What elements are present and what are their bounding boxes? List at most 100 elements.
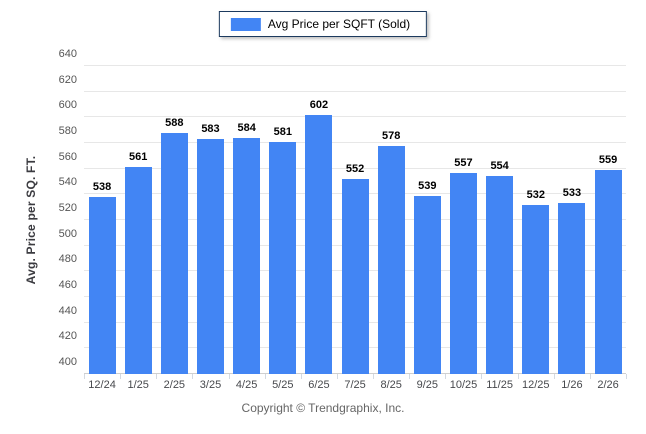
x-tick-label-10/25: 10/25 <box>449 379 478 391</box>
y-tick-label-620: 620 <box>58 73 77 86</box>
x-tick-label-2/25: 2/25 <box>163 379 186 391</box>
x-axis-tick <box>445 374 447 379</box>
bar-group-3/25: 583 <box>192 66 228 374</box>
bar-value-label: 552 <box>345 162 365 175</box>
x-tick-label-5/25: 5/25 <box>272 379 294 391</box>
y-tick-label-500: 500 <box>58 227 77 240</box>
bar-6/25[interactable] <box>305 114 333 374</box>
gridline-620 <box>84 90 626 92</box>
x-tick-label-1/26: 1/26 <box>561 379 583 391</box>
x-axis-tick <box>553 374 555 379</box>
bar-group-5/25: 581 <box>265 66 301 374</box>
x-axis-tick <box>264 374 266 379</box>
bar-11/25[interactable] <box>486 176 514 374</box>
y-tick-label-520: 520 <box>58 202 77 214</box>
bar-2/25[interactable] <box>160 132 188 374</box>
x-tick-label-7/25: 7/25 <box>344 379 366 391</box>
bar-group-4/25: 584 <box>229 66 265 374</box>
x-tick-label-11/25: 11/25 <box>486 379 513 391</box>
x-axis-tick <box>300 374 302 379</box>
bar-3/25[interactable] <box>196 139 224 374</box>
x-axis-tick <box>589 374 591 379</box>
y-tick-label-440: 440 <box>58 304 77 317</box>
x-tick-label-4/25: 4/25 <box>235 379 258 391</box>
x-axis-tick <box>626 374 627 379</box>
bar-group-7/25: 552 <box>337 66 373 374</box>
bar-12/24[interactable] <box>88 196 116 374</box>
x-tick-label-8/25: 8/25 <box>380 379 402 391</box>
y-tick-label-540: 540 <box>58 176 77 189</box>
gridline-600 <box>84 116 626 118</box>
bar-group-2/25: 588 <box>156 66 192 374</box>
bar-7/25[interactable] <box>341 178 369 374</box>
x-tick-label-12/24: 12/24 <box>88 379 116 391</box>
bar-group-10/25: 557 <box>445 66 481 374</box>
plot-area: 400 420 440 460 480 500 520 540 560 580 600 620 640 … <box>59 48 627 379</box>
x-axis-tick <box>228 374 230 379</box>
bar-group-1/25: 561 <box>120 66 156 374</box>
x-axis-tick <box>84 374 85 379</box>
bar-4/25[interactable] <box>233 137 261 374</box>
bar-value-label: 584 <box>237 121 256 134</box>
bar-value-label: 532 <box>526 188 545 201</box>
bar-group-8/25: 578 <box>373 66 409 374</box>
bar-group-9/25: 539 <box>409 66 445 374</box>
bar-group-6/25: 602 <box>301 66 337 374</box>
y-tick-label-460: 460 <box>58 279 77 291</box>
bar-value-label: 581 <box>273 125 292 138</box>
bar-value-label: 538 <box>92 180 112 193</box>
legend-swatch-icon <box>230 17 261 31</box>
x-axis-tick <box>373 374 375 379</box>
bar-group-12/25: 532 <box>518 66 554 374</box>
y-tick-label-640: 640 <box>58 48 77 60</box>
bar-1/25[interactable] <box>124 167 152 374</box>
bar-10/25[interactable] <box>449 172 477 374</box>
bar-group-1/26: 533 <box>554 66 590 374</box>
gridline-640 <box>84 65 626 66</box>
bar-2/26[interactable] <box>594 169 622 374</box>
bar-value-label: 557 <box>454 156 473 169</box>
bar-value-label: 559 <box>598 153 618 166</box>
legend: Avg Price per SQFT (Sold) <box>218 11 428 37</box>
x-tick-label-1/25: 1/25 <box>127 379 149 391</box>
bar-12/25[interactable] <box>522 204 550 374</box>
gridline-580 <box>84 142 626 143</box>
bar-group-2/26: 559 <box>590 66 626 374</box>
gridline-560 <box>84 167 626 169</box>
bar-value-label: 578 <box>382 129 401 142</box>
x-axis-tick <box>517 374 519 379</box>
bar-1/26[interactable] <box>558 203 586 374</box>
x-tick-label-2/26: 2/26 <box>597 379 619 391</box>
bar-value-label: 533 <box>562 187 582 200</box>
bar-value-label: 539 <box>418 179 437 192</box>
bar-9/25[interactable] <box>413 195 441 374</box>
bar-value-label: 588 <box>165 116 184 129</box>
y-tick-label-560: 560 <box>58 150 77 163</box>
legend-label: Avg Price per SQFT (Sold) <box>267 17 411 31</box>
x-tick-label-12/25: 12/25 <box>521 379 550 391</box>
bar-value-label: 602 <box>309 98 329 111</box>
y-axis-title: Avg. Price per SQ. FT. <box>24 155 38 285</box>
x-axis-tick <box>192 374 194 379</box>
x-tick-label-9/25: 9/25 <box>416 379 439 391</box>
bar-8/25[interactable] <box>377 145 405 374</box>
bar-value-label: 561 <box>129 151 148 164</box>
y-tick-label-420: 420 <box>58 330 77 343</box>
x-axis-tick <box>481 374 483 379</box>
bar-value-label: 554 <box>490 160 509 173</box>
x-tick-label-3/25: 3/25 <box>199 379 222 391</box>
x-axis-tick <box>120 374 122 379</box>
x-axis-tick-labels: 12/24 1/25 2/25 3/25 4/25 5/25 6/25 7/25 8/25 9/2… <box>84 379 626 391</box>
x-tick-label-6/25: 6/25 <box>308 379 330 391</box>
y-tick-label-480: 480 <box>58 253 77 266</box>
bar-value-label: 583 <box>201 123 220 136</box>
y-tick-label-580: 580 <box>58 125 77 137</box>
bar-group-11/25: 554 <box>482 66 518 374</box>
x-axis-tick <box>409 374 411 379</box>
bar-group-12/24: 538 <box>84 66 120 374</box>
x-axis-tick <box>156 374 158 379</box>
x-axis-tick <box>336 374 338 379</box>
copyright-text: Copyright © Trendgraphix, Inc. <box>241 401 405 415</box>
bar-5/25[interactable] <box>269 141 297 374</box>
